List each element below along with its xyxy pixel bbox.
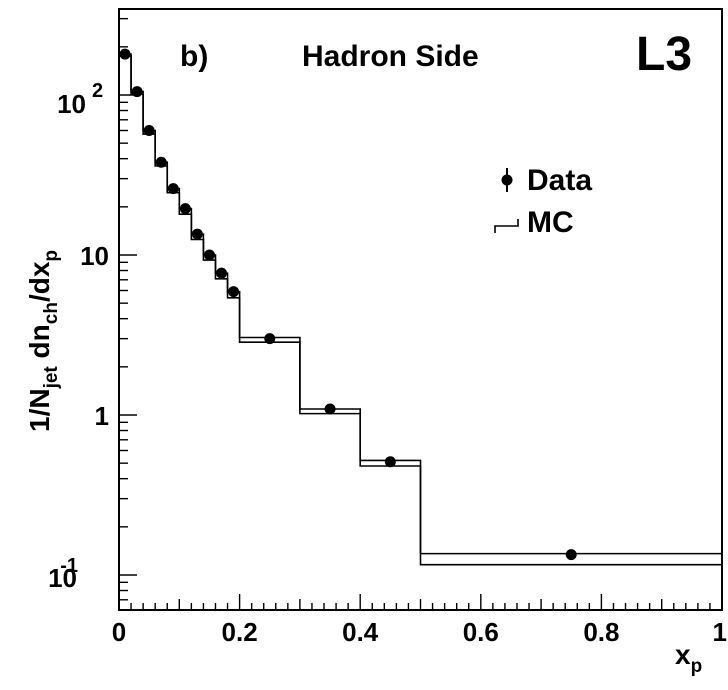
data-point: [264, 333, 276, 345]
data-point: [179, 203, 191, 215]
data-point: [228, 286, 240, 298]
data-point: [384, 456, 396, 468]
legend-data-label: Data: [527, 164, 592, 197]
data-point: [324, 403, 336, 415]
data-point: [155, 156, 167, 168]
x-axis-label: xp: [675, 639, 702, 677]
legend: Data MC: [494, 164, 592, 239]
data-points: [119, 48, 577, 561]
x-tick-label: 0.8: [583, 617, 619, 647]
data-point: [203, 249, 215, 261]
chart-title: Hadron Side: [302, 40, 479, 73]
data-point: [143, 124, 155, 136]
x-tick-label: 0.4: [342, 617, 379, 647]
y-tick-label: 10: [48, 563, 77, 593]
y-axis-label: 1/Njet dnch/dxp: [24, 250, 62, 432]
data-point: [119, 48, 131, 60]
x-tick-label: 0: [112, 617, 126, 647]
data-point: [216, 267, 228, 279]
axis-ticks: [118, 17, 723, 610]
data-point: [191, 228, 203, 240]
x-tick-label: 0.6: [463, 617, 499, 647]
x-tick-label: 1: [713, 617, 727, 647]
data-point: [167, 183, 179, 195]
legend-data-marker: [501, 174, 513, 186]
y-tick-label-exponent: 2: [92, 80, 103, 102]
legend-mc-marker: [494, 219, 519, 233]
data-point: [565, 549, 577, 561]
legend-mc-label: MC: [527, 206, 574, 239]
panel-label: b): [180, 40, 208, 73]
y-tick-label: 1: [95, 401, 109, 431]
x-tick-label: 0.2: [222, 617, 258, 647]
y-tick-label-exponent: -1: [60, 555, 78, 577]
experiment-label: L3: [636, 28, 692, 81]
y-tick-label: 10: [80, 241, 109, 271]
y-tick-label: 10: [57, 89, 86, 119]
mc-histogram-lower-edge: [119, 55, 722, 566]
mc-histogram: [119, 53, 722, 566]
